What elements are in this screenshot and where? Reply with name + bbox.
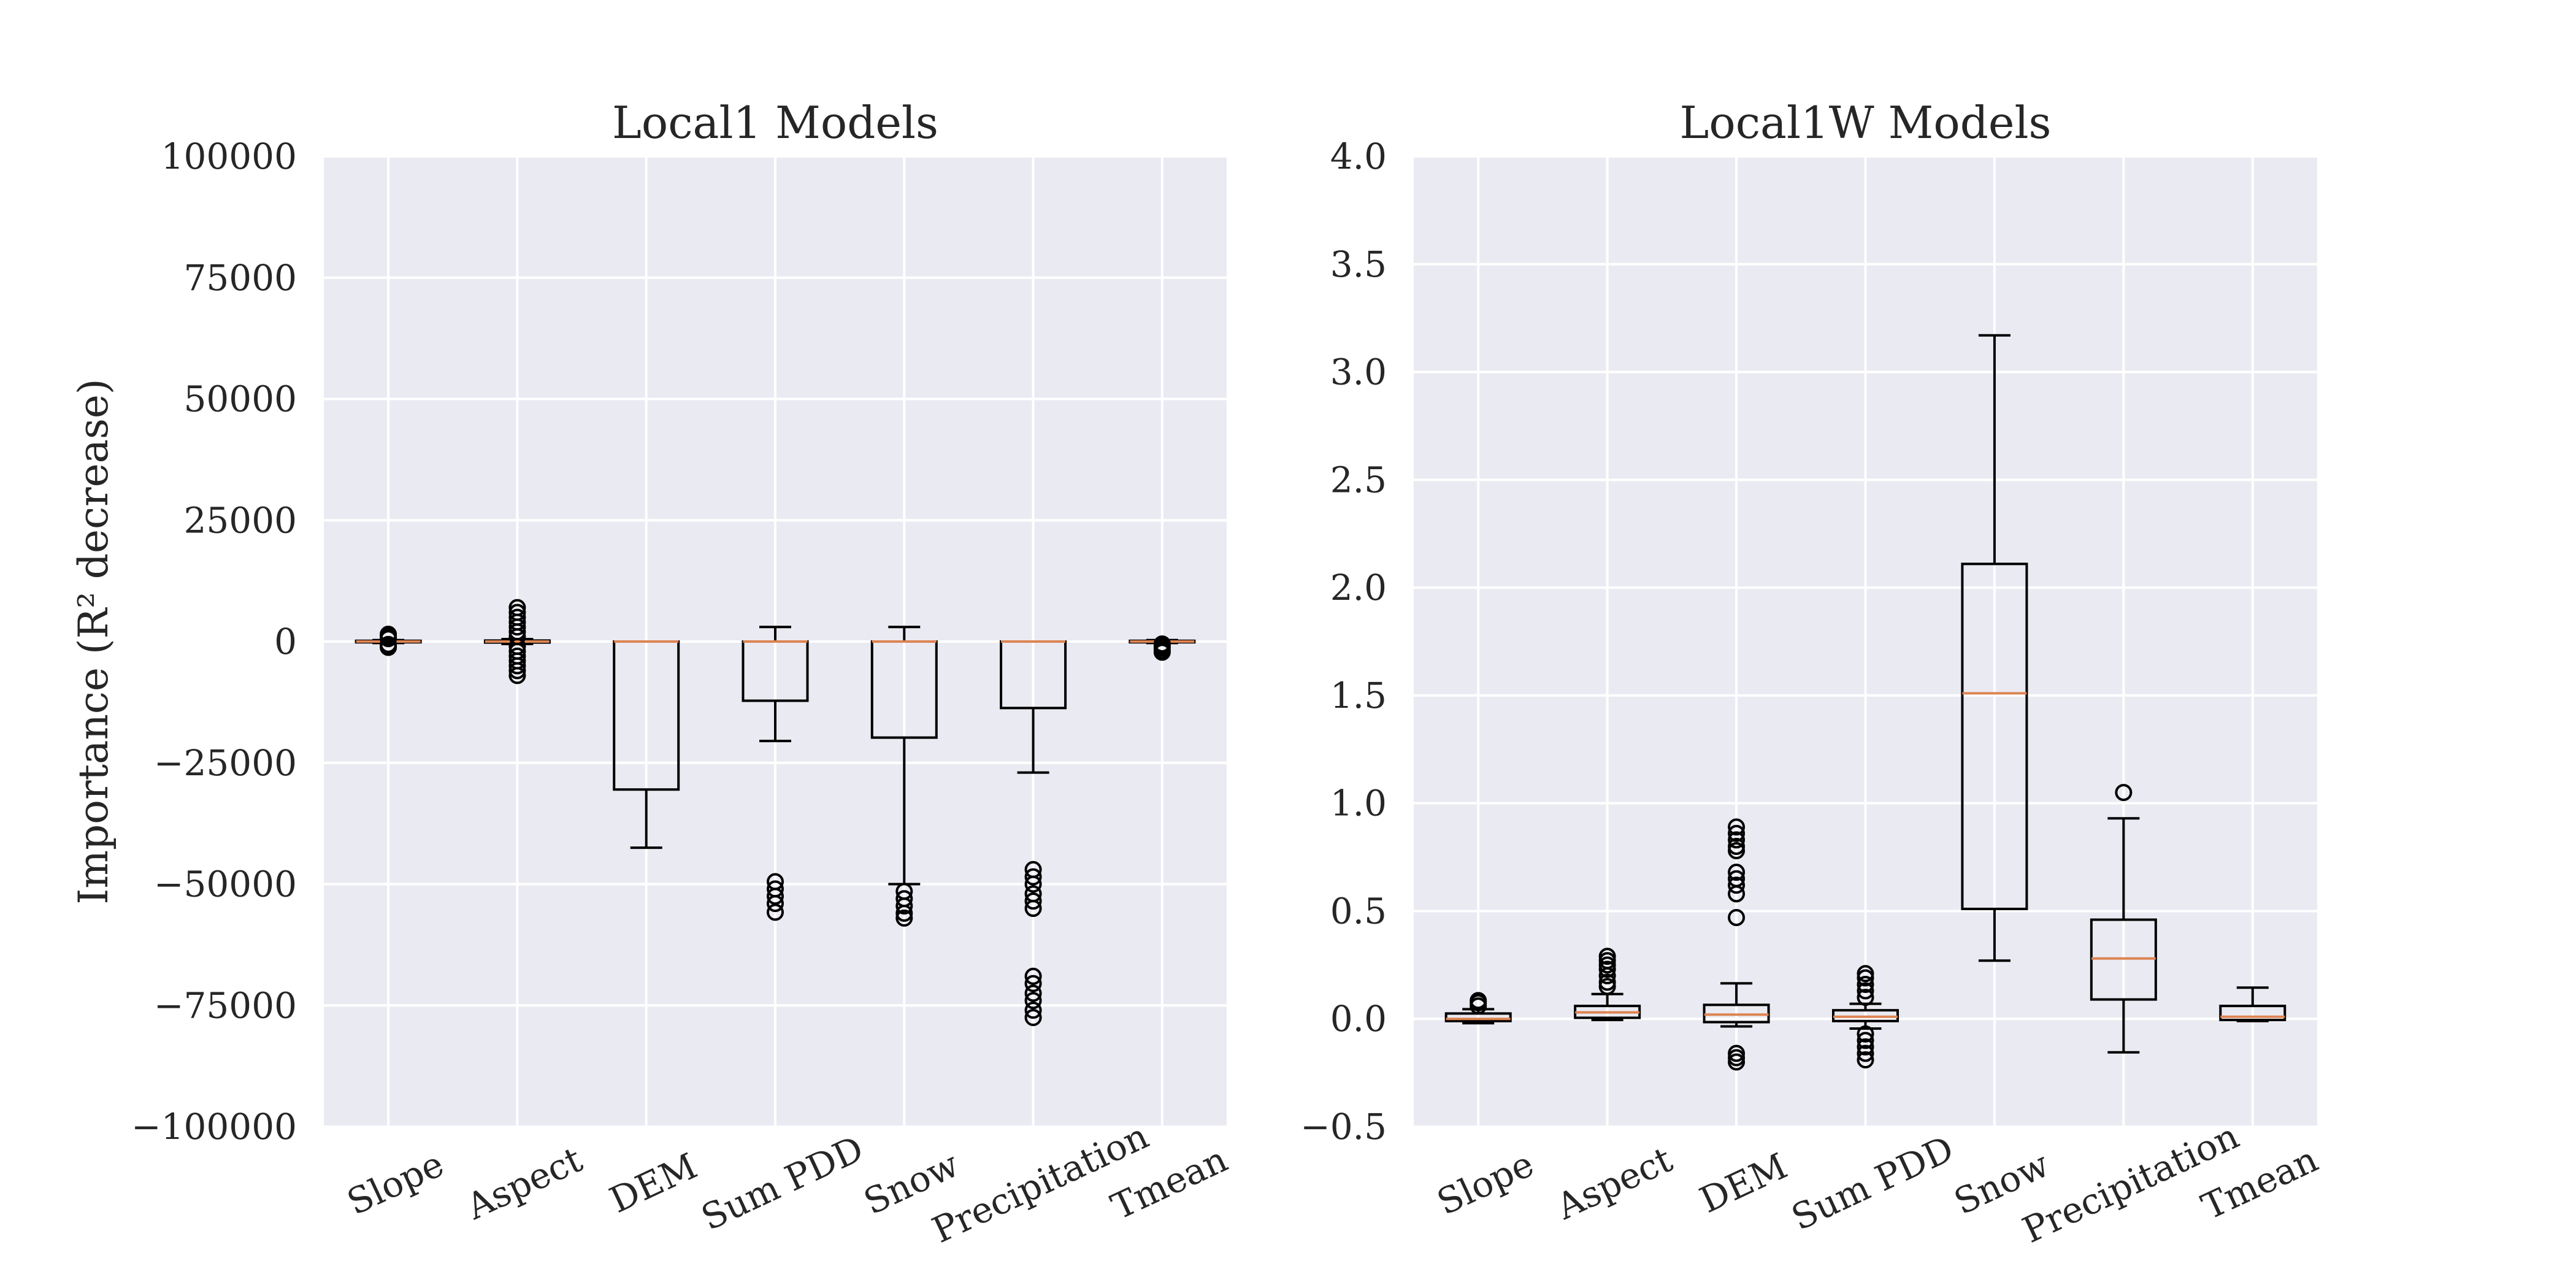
y-tick-label: 1.5: [1330, 675, 1387, 716]
chart-title: Local1 Models: [612, 97, 938, 148]
box-precipitation: [2090, 784, 2157, 1054]
y-tick-label: 2.0: [1330, 567, 1387, 608]
outlier-point: [1857, 1032, 1874, 1049]
iqr-box: [1961, 562, 2028, 910]
outlier-point: [508, 604, 526, 621]
outlier-point: [895, 909, 913, 927]
box-aspect: [1574, 948, 1641, 1021]
box-sum-pdd: [1832, 965, 1899, 1069]
y-tick-label: −25000: [154, 742, 297, 784]
y-tick-label: 50000: [183, 378, 297, 420]
box-snow: [870, 626, 938, 927]
outlier-point: [1024, 1009, 1042, 1027]
y-tick-label: 0: [274, 621, 297, 662]
outlier-point: [1857, 982, 1874, 1000]
outlier-point: [1857, 965, 1874, 983]
y-tick-label: 3.0: [1330, 351, 1387, 393]
outlier-point: [1024, 875, 1042, 893]
y-tick-label: 3.5: [1330, 243, 1387, 285]
outlier-point: [895, 904, 913, 922]
box-snow: [1961, 334, 2028, 962]
y-tick-label: 1.0: [1330, 783, 1387, 824]
outlier-point: [380, 635, 397, 653]
x-tick-label: Slope: [341, 1143, 450, 1223]
y-tick-label: −100000: [131, 1106, 297, 1148]
outlier-point: [1857, 975, 1874, 993]
outlier-point: [1857, 1051, 1874, 1069]
box-dem: [613, 640, 680, 849]
outlier-point: [1728, 837, 1746, 855]
outlier-point: [1024, 892, 1042, 910]
outlier-point: [1024, 900, 1042, 918]
x-tick-label: Aspect: [1550, 1138, 1679, 1228]
outlier-point: [1728, 908, 1746, 926]
outlier-point: [1857, 1045, 1874, 1062]
outlier-point: [767, 887, 784, 905]
y-tick-label: −50000: [154, 864, 297, 905]
outlier-point: [1153, 635, 1171, 653]
chart-local1w: −0.5 0.0 0.5 1.0 1.5 2.0 2.5 3.0 3.5 4.0 Slope Aspe…: [1300, 97, 2324, 1251]
outlier-point: [767, 903, 784, 921]
x-tick-label: Sum PDD: [1785, 1127, 1960, 1238]
outlier-point: [1470, 992, 1487, 1010]
outlier-point: [1024, 967, 1042, 985]
box-tmean: [1129, 635, 1196, 661]
box-slope: [1444, 992, 1512, 1025]
x-tick-label: Slope: [1431, 1143, 1540, 1223]
outlier-point: [1728, 870, 1746, 887]
outlier-point: [1598, 948, 1616, 965]
iqr-box: [2219, 1005, 2287, 1021]
box-aspect: [483, 599, 551, 684]
outlier-point: [1857, 1025, 1874, 1043]
box-precipitation: [1000, 640, 1067, 1027]
y-tick-label: 75000: [183, 257, 297, 299]
chart-local1: −100000 −75000 −50000 −25000 0 25000 50000 7500…: [70, 97, 1233, 1251]
x-tick-label: DEM: [1693, 1145, 1793, 1221]
outlier-point: [1728, 818, 1746, 836]
outlier-point: [1857, 989, 1874, 1006]
box-dem: [1703, 818, 1770, 1071]
outlier-point: [508, 608, 526, 626]
outlier-point: [895, 897, 913, 915]
outlier-point: [1728, 824, 1746, 842]
y-tick-label: 100000: [161, 136, 297, 177]
outlier-point: [1598, 973, 1616, 991]
outlier-point: [508, 647, 526, 665]
outlier-point: [1024, 868, 1042, 886]
outlier-point: [767, 895, 784, 913]
outlier-point: [1024, 992, 1042, 1010]
outlier-point: [1857, 1038, 1874, 1056]
y-tick-label: −75000: [154, 984, 297, 1026]
box-tmean: [2219, 986, 2287, 1022]
y-tick-label: 0.0: [1330, 998, 1387, 1040]
y-tick-label: 4.0: [1330, 136, 1387, 177]
chart-title: Local1W Models: [1680, 97, 2052, 148]
x-tick-label: Aspect: [460, 1138, 589, 1228]
outlier-point: [380, 626, 397, 643]
y-tick-label: 2.5: [1330, 459, 1387, 500]
x-tick-label: DEM: [604, 1145, 703, 1221]
outlier-point: [1728, 876, 1746, 894]
y-tick-label: 0.5: [1330, 890, 1387, 932]
outlier-point: [508, 599, 526, 616]
outlier-point: [1728, 831, 1746, 849]
outlier-point: [1024, 975, 1042, 992]
box-slope: [355, 626, 422, 656]
outlier-point: [1728, 864, 1746, 881]
y-axis-label: Importance (R² decrease): [70, 378, 117, 904]
outlier-point: [2115, 784, 2133, 802]
y-tick-label: 25000: [183, 499, 297, 541]
outlier-point: [1024, 984, 1042, 1002]
x-tick-label: Sum PDD: [695, 1127, 870, 1238]
outlier-point: [1728, 1045, 1746, 1062]
box-sum-pdd: [742, 626, 809, 921]
y-tick-label: −0.5: [1300, 1106, 1387, 1148]
outlier-point: [1024, 1002, 1042, 1019]
